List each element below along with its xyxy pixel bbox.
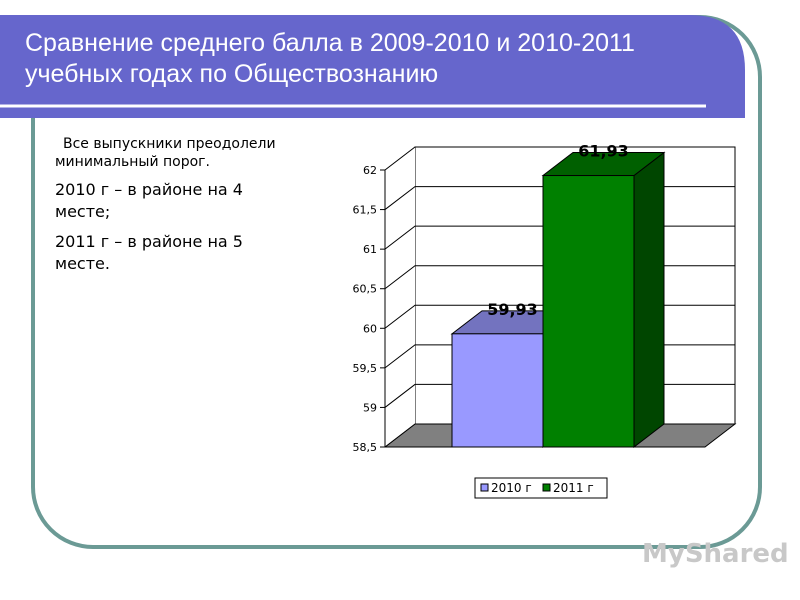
y-tick-label: 61,5 — [353, 204, 378, 217]
value-label: 59,93 — [487, 300, 538, 319]
legend: 2010 г 2011 г — [474, 477, 608, 499]
slide-title: Сравнение среднего балла в 2009-2010 и 2… — [25, 29, 635, 88]
y-tick-label: 60,5 — [353, 283, 378, 296]
y-tick-label: 61 — [363, 243, 377, 256]
y-tick-label: 59,5 — [353, 362, 378, 375]
plot: 58,5 59 59,5 60 60,5 61 61,5 62 59,93 61,93 2010 г… — [353, 142, 737, 499]
value-label: 61,93 — [578, 142, 629, 161]
note: 2011 г – в районе на 5 месте. — [55, 232, 243, 273]
bar-side — [633, 151, 665, 449]
legend-label: 2011 г — [553, 481, 594, 495]
legend-label: 2010 г — [491, 481, 532, 495]
note: 2010 г – в районе на 4 месте; — [55, 180, 243, 221]
side-wall — [385, 147, 415, 447]
y-tick-label: 59 — [363, 401, 377, 414]
y-tick-label: 60 — [363, 322, 377, 335]
bar — [451, 333, 544, 448]
header-band — [0, 15, 745, 118]
legend-swatch — [480, 483, 489, 492]
grid-line — [384, 146, 735, 171]
notes: Все выпускники преодолели минимальный по… — [55, 135, 277, 283]
bar — [542, 175, 635, 448]
legend-swatch — [542, 483, 551, 492]
y-tick-label: 58,5 — [353, 441, 378, 454]
legend-box — [474, 477, 608, 499]
watermark: MyShared — [642, 539, 789, 569]
y-tick-label: 62 — [363, 164, 377, 177]
note: Все выпускники преодолели минимальный по… — [55, 136, 276, 170]
